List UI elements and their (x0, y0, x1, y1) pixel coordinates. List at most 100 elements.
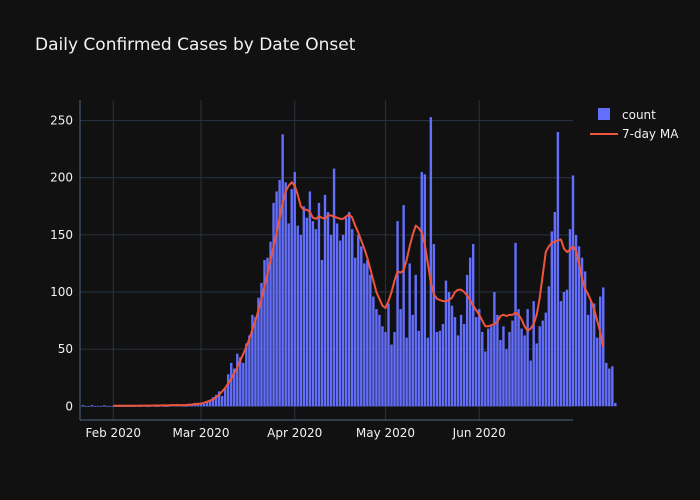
bar-count[interactable] (187, 405, 191, 407)
bar-count[interactable] (529, 360, 532, 407)
bar-count[interactable] (214, 394, 218, 407)
bar-count[interactable] (441, 324, 445, 407)
bar-count[interactable] (514, 242, 517, 407)
bar-count[interactable] (320, 260, 324, 407)
bar-count[interactable] (387, 303, 390, 407)
bar-count[interactable] (577, 246, 581, 407)
bar-count[interactable] (363, 263, 366, 407)
bar-count[interactable] (109, 406, 112, 407)
bar-count[interactable] (487, 328, 490, 407)
bar-count[interactable] (329, 234, 333, 407)
bar-count[interactable] (293, 172, 296, 407)
bar-count[interactable] (526, 309, 529, 407)
bar-count[interactable] (239, 357, 242, 407)
bar-count[interactable] (354, 257, 357, 407)
bar-count[interactable] (484, 351, 487, 407)
bar-count[interactable] (471, 244, 475, 407)
bar-count[interactable] (284, 182, 287, 407)
bar-count[interactable] (402, 205, 405, 407)
bar-count[interactable] (384, 332, 387, 407)
bar-count[interactable] (517, 309, 520, 407)
bar-count[interactable] (166, 406, 169, 407)
bar-count[interactable] (608, 368, 611, 407)
bar-count[interactable] (99, 406, 103, 407)
legend-swatch-count[interactable] (598, 108, 610, 120)
bar-count[interactable] (550, 231, 554, 407)
bar-count[interactable] (571, 175, 575, 407)
bar-count[interactable] (106, 406, 109, 407)
bar-count[interactable] (450, 305, 454, 407)
bar-count[interactable] (475, 317, 478, 407)
bar-count[interactable] (305, 217, 309, 407)
bar-count[interactable] (269, 241, 272, 407)
bar-count[interactable] (583, 271, 587, 407)
bar-count[interactable] (456, 335, 460, 407)
bar-count[interactable] (468, 257, 472, 407)
bar-count[interactable] (614, 402, 617, 407)
bar-count[interactable] (311, 221, 315, 407)
bar-count[interactable] (326, 212, 330, 407)
bar-count[interactable] (230, 362, 233, 407)
bar-count[interactable] (223, 388, 227, 407)
bar-count[interactable] (360, 246, 363, 407)
bar-count[interactable] (408, 263, 411, 407)
bar-count[interactable] (245, 343, 248, 407)
bar-count[interactable] (592, 303, 596, 407)
bar-count[interactable] (102, 405, 106, 407)
bar-count[interactable] (202, 404, 206, 407)
bar-count[interactable] (381, 326, 384, 407)
bar-count[interactable] (233, 368, 236, 407)
bar-count[interactable] (496, 314, 499, 407)
bar-count[interactable] (493, 292, 496, 407)
bar-count[interactable] (556, 132, 560, 407)
bar-count[interactable] (586, 314, 590, 407)
bar-count[interactable] (568, 229, 572, 407)
bar-count[interactable] (205, 401, 209, 407)
bar-count[interactable] (254, 317, 257, 407)
bar-count[interactable] (544, 312, 547, 407)
bar-count[interactable] (553, 212, 557, 407)
bar-count[interactable] (211, 397, 215, 407)
bar-count[interactable] (432, 244, 436, 407)
bar-count[interactable] (226, 374, 230, 407)
bar-count[interactable] (372, 296, 375, 407)
bar-count[interactable] (438, 330, 442, 407)
bar-count[interactable] (423, 174, 427, 407)
bar-count[interactable] (511, 320, 514, 407)
bar-count[interactable] (520, 328, 523, 407)
bar-count[interactable] (90, 405, 94, 407)
bar-count[interactable] (411, 314, 414, 407)
bar-count[interactable] (465, 274, 469, 407)
bar-count[interactable] (453, 317, 457, 407)
bar-count[interactable] (444, 280, 448, 407)
bar-count[interactable] (260, 282, 263, 407)
bar-count[interactable] (332, 168, 336, 407)
bar-count[interactable] (499, 340, 502, 407)
bar-count[interactable] (599, 296, 602, 407)
bar-count[interactable] (275, 191, 278, 407)
bar-count[interactable] (369, 274, 372, 407)
bar-count[interactable] (505, 349, 508, 407)
bar-count[interactable] (299, 234, 302, 407)
bar-count[interactable] (296, 225, 299, 407)
bar-count[interactable] (508, 332, 511, 407)
bar-count[interactable] (323, 194, 327, 407)
bar-count[interactable] (426, 337, 430, 407)
bar-count[interactable] (290, 189, 293, 407)
bar-count[interactable] (81, 405, 85, 407)
bar-series-count[interactable] (81, 117, 617, 407)
bar-count[interactable] (462, 324, 466, 407)
bar-count[interactable] (420, 172, 423, 407)
bar-count[interactable] (317, 202, 321, 407)
bar-count[interactable] (199, 404, 203, 407)
bar-count[interactable] (220, 396, 224, 407)
bar-count[interactable] (302, 206, 306, 407)
bar-count[interactable] (547, 286, 551, 407)
bar-count[interactable] (278, 180, 281, 407)
bar-count[interactable] (559, 301, 563, 407)
bar-count[interactable] (378, 314, 381, 407)
bar-count[interactable] (84, 406, 88, 407)
bar-count[interactable] (157, 406, 160, 407)
bar-count[interactable] (574, 234, 578, 407)
bar-count[interactable] (308, 191, 312, 407)
